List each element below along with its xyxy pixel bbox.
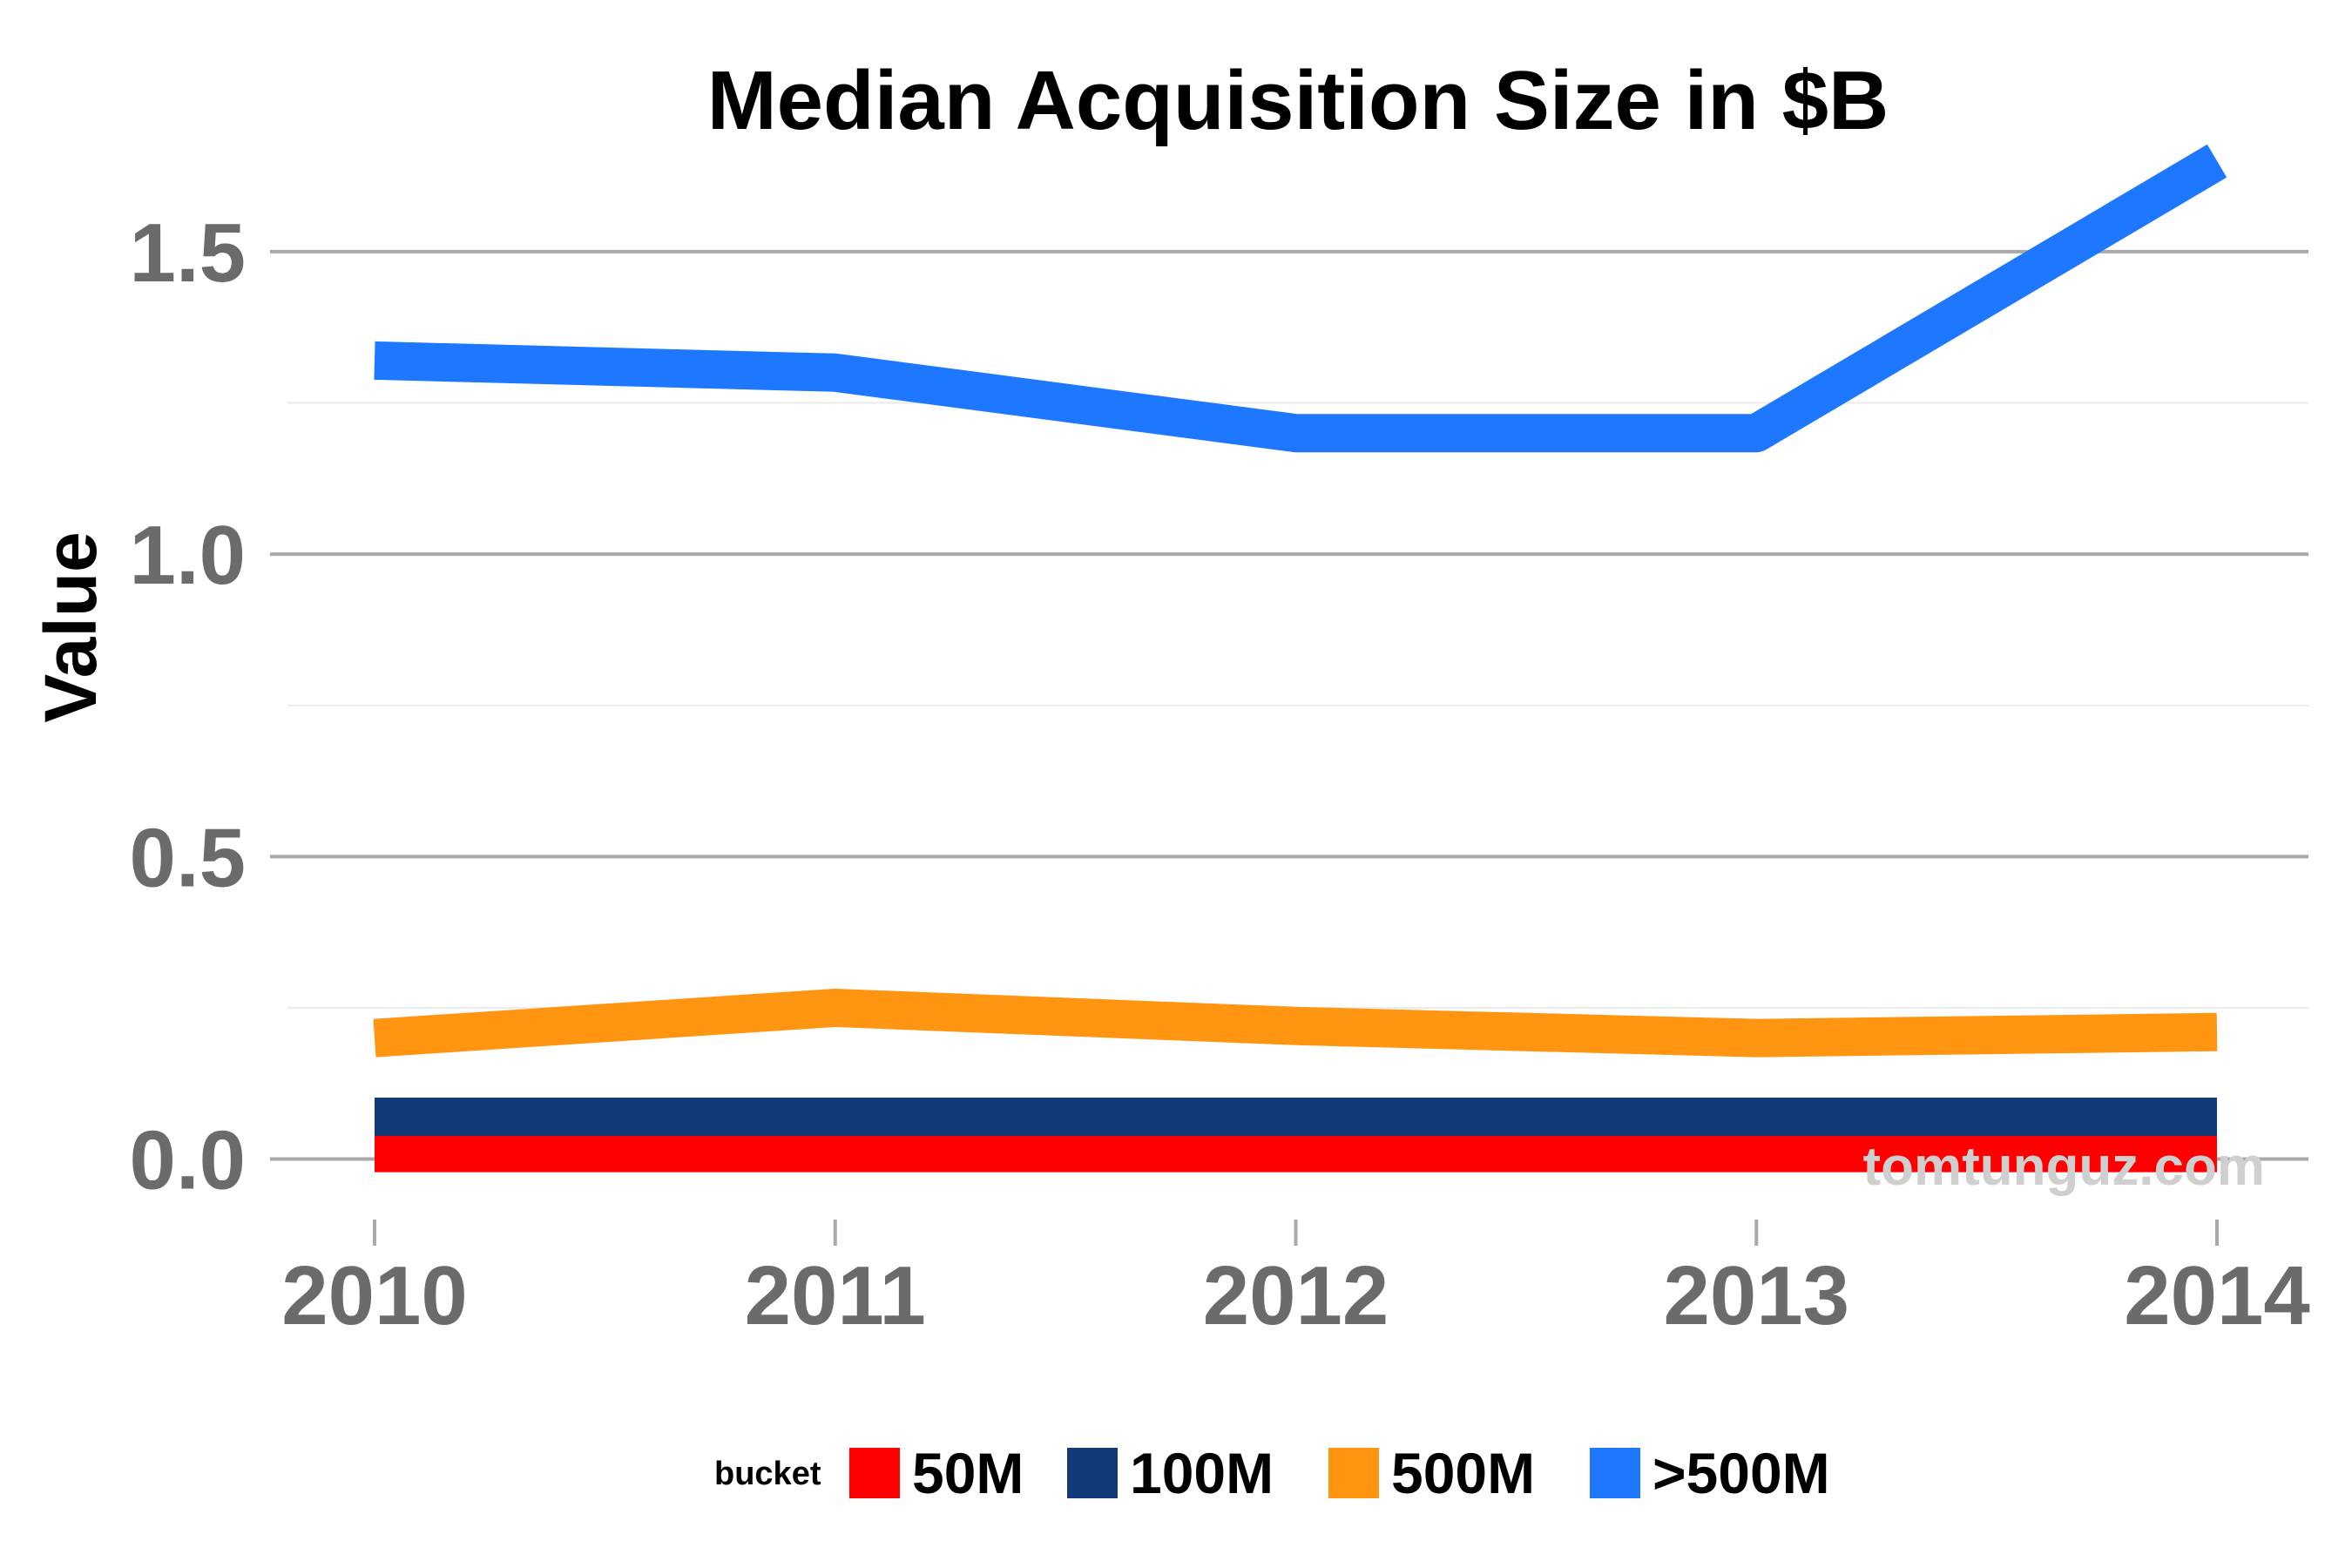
y-tick-label: 1.5 bbox=[130, 206, 246, 300]
series-line-500M-plus bbox=[374, 144, 2227, 453]
y-tick-label: 1.0 bbox=[130, 509, 246, 602]
watermark-text: tomtunguz.com bbox=[1863, 1137, 2266, 1197]
y-tick-label: 0.0 bbox=[130, 1114, 246, 1207]
x-axis-ticks: 2010 2011 2012 2013 2014 bbox=[281, 1220, 2310, 1342]
legend-swatch bbox=[849, 1448, 900, 1498]
legend-title: bucket bbox=[714, 1456, 821, 1492]
legend-label: 500M bbox=[1391, 1441, 1535, 1505]
series-line-500M bbox=[373, 988, 2218, 1058]
legend-label: 50M bbox=[912, 1441, 1024, 1505]
legend-swatch bbox=[1590, 1448, 1640, 1498]
x-tick-label: 2010 bbox=[281, 1249, 468, 1342]
y-axis-ticks: 0.0 0.5 1.0 1.5 bbox=[130, 206, 246, 1207]
y-tick-label: 0.5 bbox=[130, 811, 246, 904]
legend-label: 100M bbox=[1130, 1441, 1274, 1505]
legend-swatch bbox=[1328, 1448, 1379, 1498]
x-tick-label: 2014 bbox=[2124, 1249, 2310, 1342]
x-tick-label: 2011 bbox=[745, 1249, 926, 1342]
x-tick-label: 2013 bbox=[1663, 1249, 1849, 1342]
legend: bucket 50M 100M 500M >500M bbox=[714, 1441, 1830, 1505]
chart-title: Median Acquisition Size in $B bbox=[707, 54, 1889, 147]
legend-label: >500M bbox=[1652, 1441, 1830, 1505]
x-tick-label: 2012 bbox=[1203, 1249, 1389, 1342]
legend-swatch bbox=[1067, 1448, 1118, 1498]
y-axis-label: Value bbox=[30, 531, 112, 722]
series-lines bbox=[373, 144, 2227, 1173]
